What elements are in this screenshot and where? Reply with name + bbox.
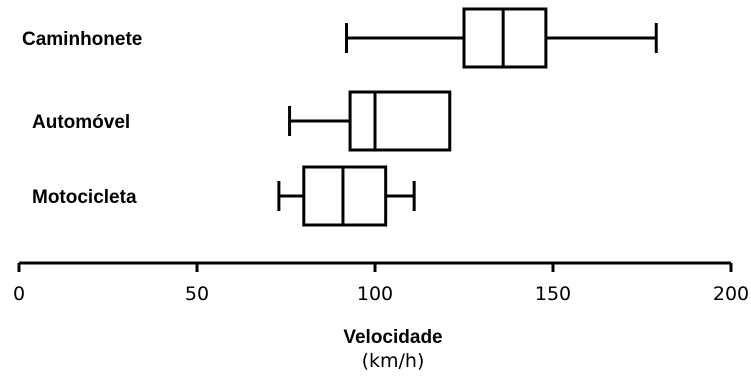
x-axis: 0 50 100 150 200 [13,261,749,305]
x-axis-title: Velocidade [343,327,442,348]
iqr-box [302,165,388,227]
category-labels: Caminhonete Automóvel Motocicleta [22,29,142,208]
category-label-caminhonete: Caminhonete [22,29,142,50]
x-tick-label-150: 150 [535,283,571,305]
box-automóvel [288,90,452,152]
x-axis-unit: (km/h) [362,350,425,372]
category-label-motocicleta: Motocicleta [32,187,137,208]
iqr-box [462,7,548,69]
boxes-layer [277,7,658,227]
iqr-box [348,90,452,152]
box-caminhonete [345,7,658,69]
x-tick-label-50: 50 [185,283,209,305]
x-tick-label-100: 100 [357,283,393,305]
x-tick-label-0: 0 [13,283,25,305]
box-motocicleta [277,165,416,227]
x-tick-label-200: 200 [713,283,749,305]
category-label-automóvel: Automóvel [32,112,130,133]
